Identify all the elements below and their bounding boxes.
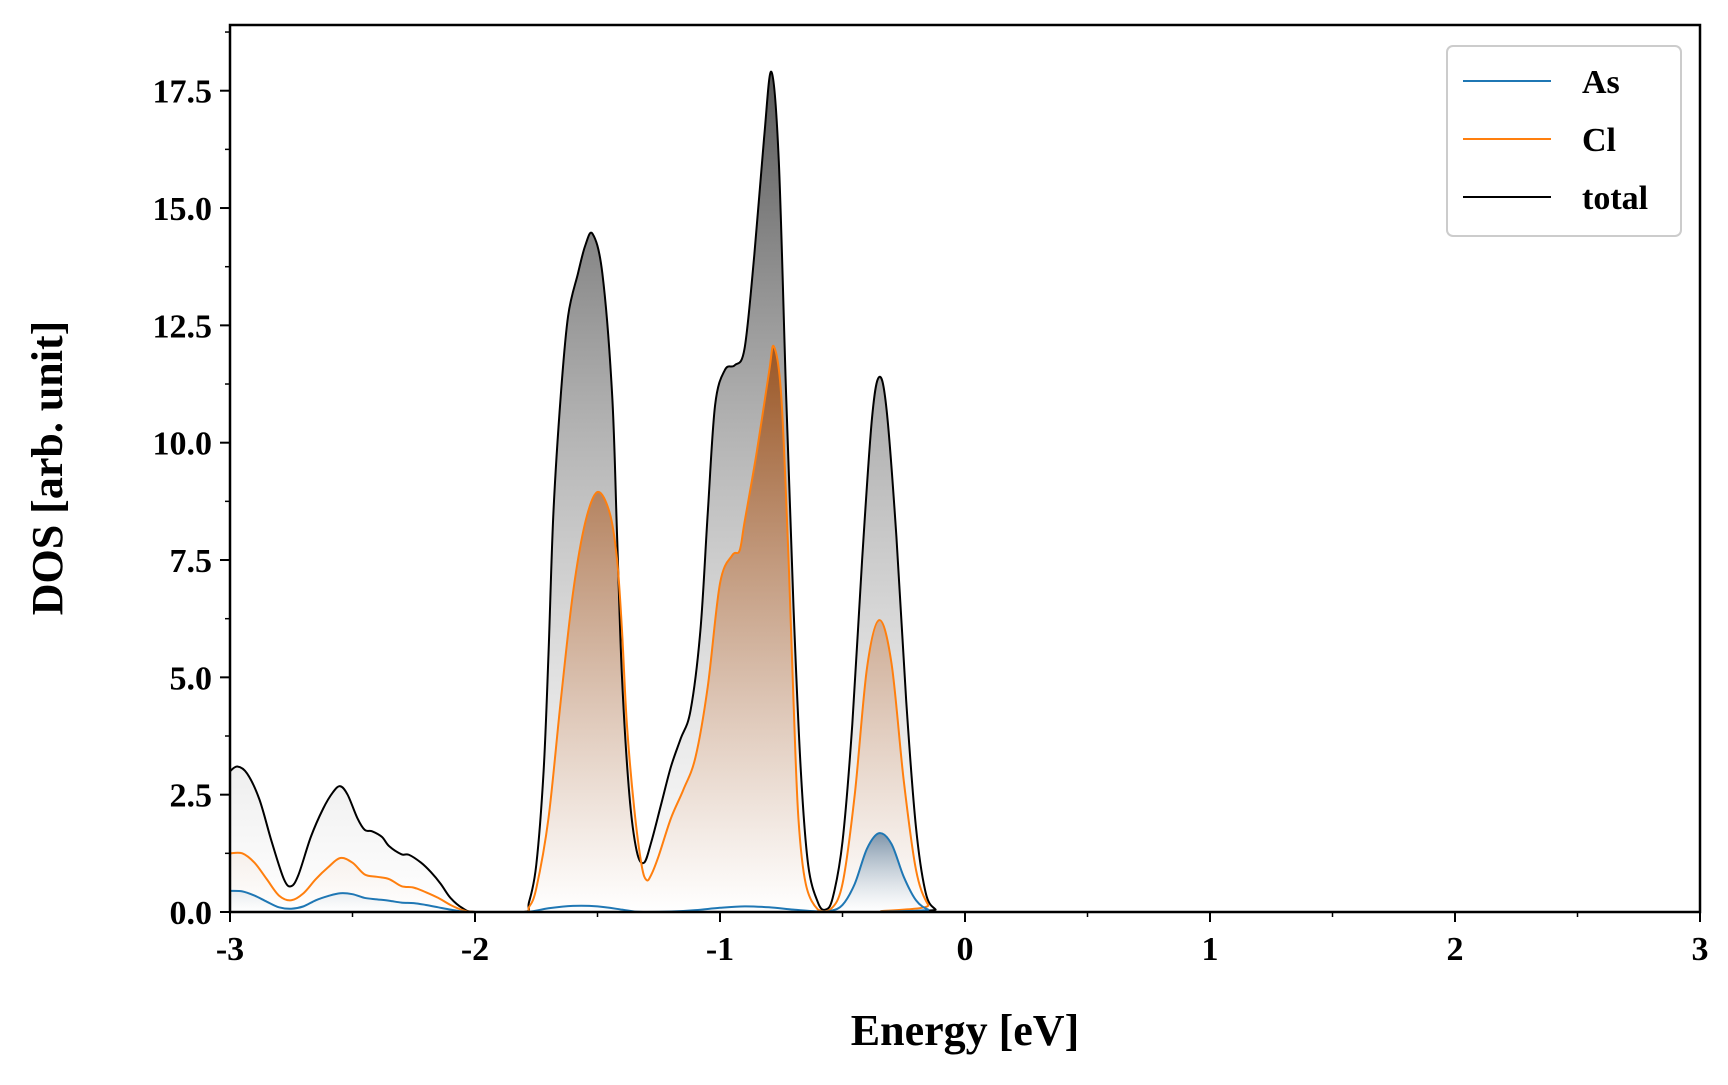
x-tick-label: 2 bbox=[1447, 931, 1464, 968]
plot-frame bbox=[228, 23, 1702, 914]
x-tick-label: -3 bbox=[216, 931, 244, 968]
y-tick-label: 10.0 bbox=[153, 426, 213, 463]
y-tick-label: 0.0 bbox=[170, 895, 213, 932]
x-tick-label: 0 bbox=[957, 931, 974, 968]
series-layer bbox=[230, 70, 1700, 912]
y-tick-label: 7.5 bbox=[170, 543, 213, 580]
x-tick-label: 1 bbox=[1202, 931, 1219, 968]
y-tick-label: 12.5 bbox=[153, 308, 213, 345]
line-as bbox=[230, 832, 1700, 912]
y-tick-label: 17.5 bbox=[153, 74, 213, 111]
line-cl bbox=[230, 344, 1700, 912]
legend-label-cl: Cl bbox=[1582, 122, 1616, 159]
x-axis-label: Energy [eV] bbox=[851, 1006, 1080, 1055]
legend-label-as: As bbox=[1582, 64, 1620, 101]
ticks-layer: -3 -2 -1 0 1 2 3 0.0 2.5 5.0 7.5 10.0 12.5 15.0 17.5 bbox=[153, 31, 1709, 968]
y-tick-label: 15.0 bbox=[153, 191, 213, 228]
y-tick-label: 2.5 bbox=[170, 778, 213, 815]
x-tick-label: -1 bbox=[706, 931, 734, 968]
x-tick-label: 3 bbox=[1692, 931, 1709, 968]
x-tick-label: -2 bbox=[461, 931, 489, 968]
area-cl bbox=[230, 345, 1700, 912]
legend-box bbox=[1446, 45, 1682, 237]
y-tick-label: 5.0 bbox=[170, 660, 213, 697]
area-as bbox=[230, 833, 1700, 912]
legend: As Cl total bbox=[1446, 45, 1682, 237]
legend-label-total: total bbox=[1582, 180, 1648, 217]
y-axis-label: DOS [arb. unit] bbox=[23, 321, 72, 616]
line-total bbox=[230, 70, 1700, 912]
